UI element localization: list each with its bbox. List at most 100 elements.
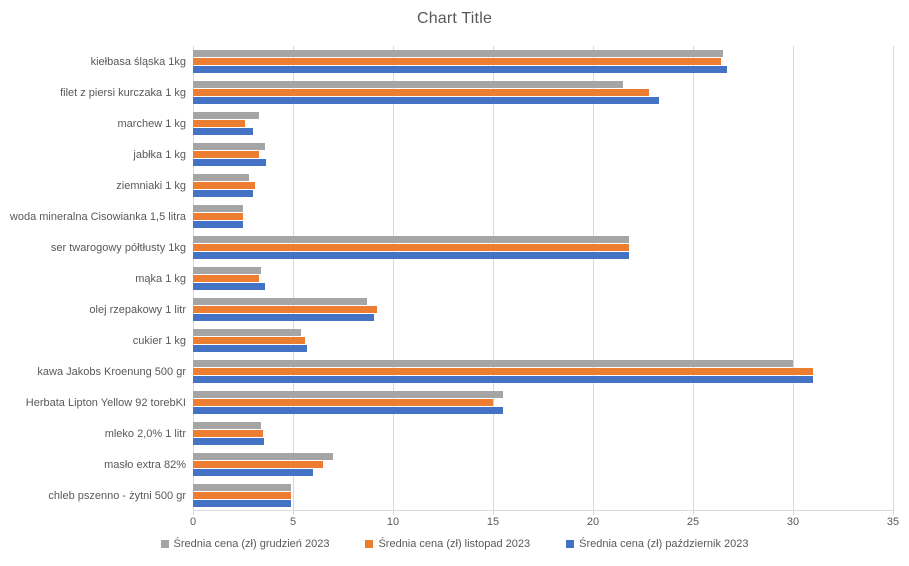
bar-group bbox=[193, 449, 893, 480]
legend: Średnia cena (zł) grudzień 2023 Średnia c… bbox=[0, 538, 909, 550]
bar-rows bbox=[193, 46, 893, 511]
category-label: woda mineralna Cisowianka 1,5 litra bbox=[9, 210, 186, 223]
category-label: marchew 1 kg bbox=[117, 117, 186, 130]
bar bbox=[193, 461, 323, 468]
x-tick-label-25: 25 bbox=[686, 516, 700, 528]
x-tick-label-0: 0 bbox=[189, 516, 197, 528]
bar bbox=[193, 244, 629, 251]
x-axis-line bbox=[193, 510, 893, 511]
legend-swatch-icon bbox=[365, 540, 374, 548]
category-label: kiełbasa śląska 1kg bbox=[90, 55, 186, 68]
bar-group bbox=[193, 139, 893, 170]
bar bbox=[193, 438, 264, 445]
bar bbox=[193, 391, 503, 398]
category-label: masło extra 82% bbox=[104, 458, 186, 471]
chart-title: Chart Title bbox=[416, 10, 493, 27]
legend-label: Średnia cena (zł) grudzień 2023 bbox=[173, 538, 330, 550]
bar bbox=[193, 205, 243, 212]
bar bbox=[193, 298, 367, 305]
plot-area bbox=[193, 46, 894, 515]
category-label: Herbata Lipton Yellow 92 torebKI bbox=[25, 396, 186, 409]
bar bbox=[193, 314, 374, 321]
category-label: ser twarogowy półtłusty 1kg bbox=[50, 241, 186, 254]
bar-group bbox=[193, 201, 893, 232]
bar bbox=[193, 337, 305, 344]
bar bbox=[193, 453, 333, 460]
gridline-25 bbox=[693, 46, 694, 515]
bar-group bbox=[193, 263, 893, 294]
bar bbox=[193, 89, 649, 96]
bar bbox=[193, 174, 249, 181]
bar bbox=[193, 345, 307, 352]
bar bbox=[193, 120, 245, 127]
bar bbox=[193, 306, 377, 313]
bar-group bbox=[193, 108, 893, 139]
legend-label: Średnia cena (zł) październik 2023 bbox=[579, 538, 749, 550]
x-tick-label-5: 5 bbox=[289, 516, 297, 528]
category-label: ziemniaki 1 kg bbox=[116, 179, 186, 192]
category-label: mąka 1 kg bbox=[135, 272, 186, 285]
bar bbox=[193, 236, 629, 243]
bar bbox=[193, 81, 623, 88]
category-label: kawa Jakobs Kroenung 500 gr bbox=[37, 365, 186, 378]
gridline-20 bbox=[593, 46, 594, 515]
x-tick-label-35: 35 bbox=[886, 516, 900, 528]
bar bbox=[193, 50, 723, 57]
bar-group bbox=[193, 418, 893, 449]
bar-group bbox=[193, 77, 893, 108]
bar bbox=[193, 283, 265, 290]
gridline-10 bbox=[393, 46, 394, 515]
category-label: chleb pszenno - żytni 500 gr bbox=[48, 489, 186, 502]
bar bbox=[193, 97, 659, 104]
x-tick-label-15: 15 bbox=[486, 516, 500, 528]
bar-group bbox=[193, 325, 893, 356]
bar-group bbox=[193, 170, 893, 201]
bar bbox=[193, 128, 253, 135]
bar bbox=[193, 500, 291, 507]
bar bbox=[193, 182, 255, 189]
bar-group bbox=[193, 294, 893, 325]
x-tick-label-10: 10 bbox=[386, 516, 400, 528]
legend-swatch-icon bbox=[160, 540, 169, 548]
gridline-15 bbox=[493, 46, 494, 515]
bar bbox=[193, 267, 261, 274]
gridline-30 bbox=[793, 46, 794, 515]
bar bbox=[193, 66, 727, 73]
bar bbox=[193, 484, 291, 491]
bar bbox=[193, 143, 265, 150]
x-tick-label-30: 30 bbox=[786, 516, 800, 528]
category-label: mleko 2,0% 1 litr bbox=[104, 427, 186, 440]
bar bbox=[193, 360, 793, 367]
bar bbox=[193, 159, 266, 166]
bar bbox=[193, 407, 503, 414]
bar bbox=[193, 329, 301, 336]
bar bbox=[193, 151, 259, 158]
category-label: filet z piersi kurczaka 1 kg bbox=[60, 86, 186, 99]
legend-item: Średnia cena (zł) listopad 2023 bbox=[365, 538, 530, 550]
bar bbox=[193, 469, 313, 476]
bar bbox=[193, 252, 629, 259]
legend-label: Średnia cena (zł) listopad 2023 bbox=[378, 538, 531, 550]
bar bbox=[193, 492, 291, 499]
bar-group bbox=[193, 356, 893, 387]
x-tick-label-20: 20 bbox=[586, 516, 600, 528]
gridline-35 bbox=[893, 46, 894, 515]
gridline-5 bbox=[293, 46, 294, 515]
bar-group bbox=[193, 480, 893, 511]
bar bbox=[193, 430, 263, 437]
bar bbox=[193, 422, 261, 429]
bar bbox=[193, 58, 721, 65]
bar bbox=[193, 190, 253, 197]
bar bbox=[193, 368, 813, 375]
category-label: jabłka 1 kg bbox=[133, 148, 186, 161]
bar bbox=[193, 376, 813, 383]
x-axis-tick-labels: 0 5 10 15 20 25 30 35 bbox=[189, 516, 899, 530]
category-axis-labels: kiełbasa śląska 1kg filet z piersi kurcza… bbox=[0, 46, 186, 511]
bar-group bbox=[193, 387, 893, 418]
bar bbox=[193, 221, 243, 228]
bar-group bbox=[193, 46, 893, 77]
bar bbox=[193, 275, 259, 282]
bar-group bbox=[193, 232, 893, 263]
bar bbox=[193, 399, 493, 406]
